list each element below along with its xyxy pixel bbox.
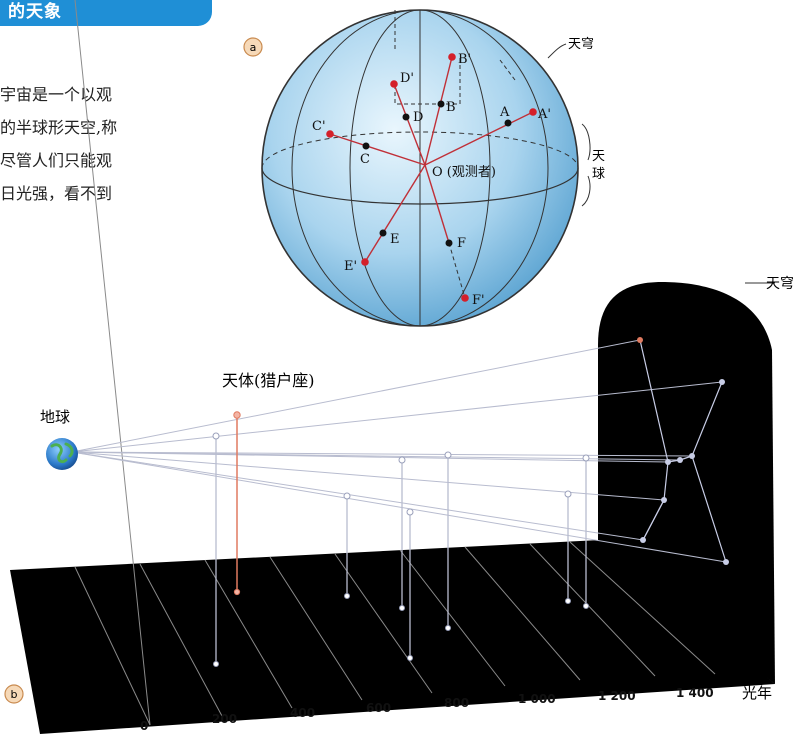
point-c-dot: [362, 142, 370, 150]
panel-b-marker: [4, 684, 24, 704]
point-c-proj-label: C': [312, 119, 326, 134]
point-a-proj: [529, 108, 537, 116]
observer-rays: [329, 56, 534, 263]
hemisphere-label-2: 球: [592, 167, 605, 182]
star-nodes: [212, 432, 590, 667]
point-b-label: B: [446, 100, 456, 115]
axis-tick-600: 600: [366, 701, 391, 715]
projection-guide-f: [448, 242, 466, 299]
panel-a-marker-label: a: [250, 41, 257, 54]
axis-tick-0: 0: [140, 719, 148, 733]
horizon-back: [261, 131, 579, 169]
point-f-dot: [445, 239, 453, 247]
point-b-proj: [448, 53, 456, 61]
sky-dome-label-a: 天穹: [568, 36, 594, 52]
projected-positions: [326, 53, 537, 302]
point-d-proj-label: D': [400, 71, 414, 86]
point-f-proj-label: F': [472, 293, 485, 308]
point-a-label: A: [499, 105, 510, 120]
earth-icon: [46, 438, 78, 470]
intro-line-4: 日光强，看不到: [0, 184, 113, 203]
panel-a: A A' B B' C C' D D' E E' F F' O (观测者) 天穹…: [243, 9, 605, 327]
point-b-proj-label: B': [458, 52, 471, 67]
axis-tick-400: 400: [290, 706, 315, 720]
point-d-label: D: [413, 110, 423, 125]
earth-landmass: [50, 442, 74, 464]
orion-stars: [637, 337, 729, 565]
sky-dome-label-b: 天穹: [766, 276, 794, 292]
point-e-proj-label: E': [344, 259, 357, 274]
floor-grid: [74, 0, 716, 726]
true-positions: [362, 100, 512, 247]
point-d-proj: [390, 80, 398, 88]
axis-unit-label: 光年: [742, 684, 772, 702]
point-e-dot: [379, 229, 387, 237]
point-e-proj: [361, 258, 369, 266]
hemisphere-pointer: [581, 123, 591, 207]
point-c-proj: [326, 130, 334, 138]
axis-tick-800: 800: [444, 696, 469, 710]
point-b-dot: [437, 100, 445, 108]
intro-line-3: 尽管人们只能观: [0, 151, 113, 170]
highlight-star-top: [233, 411, 241, 419]
hemisphere-label-1: 天: [592, 149, 605, 164]
axis-tick-1000: 1 000: [518, 692, 556, 706]
earth-label: 地球: [40, 408, 70, 426]
panel-b-marker-label: b: [11, 688, 18, 701]
point-a-dot: [504, 119, 512, 127]
sight-rays: [71, 339, 727, 563]
axis-tick-1400: 1 400: [676, 686, 714, 700]
axis-tick-1200: 1 200: [598, 689, 636, 703]
point-e-label: E: [390, 232, 400, 247]
horizon-front: [261, 167, 579, 205]
observer-label: O (观测者): [432, 165, 496, 180]
highlight-star-base: [233, 588, 241, 596]
projection-guides: [394, 10, 516, 105]
panel-b: 天穹: [4, 0, 794, 734]
axis-tick-200: 200: [212, 712, 237, 726]
star-pillars: [215, 436, 587, 664]
section-header-badge: 的天象: [0, 0, 212, 26]
point-f-label: F: [457, 236, 466, 251]
distance-axis: 0 200 400 600 800 1 000 1 200 1 400: [140, 686, 714, 733]
point-c-label: C: [360, 152, 370, 167]
point-f-proj: [461, 294, 469, 302]
celestial-body-label: 天体(猎户座): [222, 371, 315, 390]
sky-dome-pointer: [547, 43, 567, 59]
point-a-proj-label: A': [537, 107, 551, 122]
point-d-dot: [402, 113, 410, 121]
sky-dome-backdrop: [598, 282, 775, 684]
panel-a-marker: [243, 37, 263, 57]
